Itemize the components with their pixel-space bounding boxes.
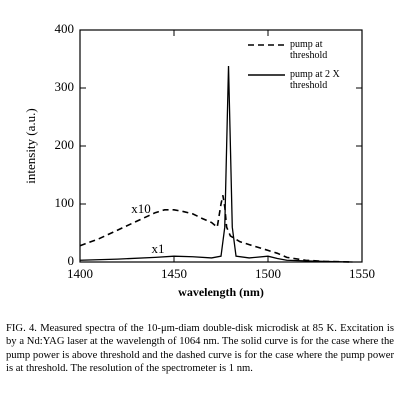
series-line: [79, 195, 353, 263]
y-tick-label: 100: [55, 195, 75, 210]
y-tick-label: 200: [55, 137, 75, 152]
legend-label-box: pump at threshold: [290, 39, 328, 61]
y-tick-label: 400: [55, 21, 75, 36]
x-tick-label: 1500: [255, 266, 281, 281]
x-tick-label: 1400: [67, 266, 93, 281]
x-tick-label: 1550: [349, 266, 375, 281]
y-tick-label: 300: [55, 79, 75, 94]
series-line: [79, 65, 353, 263]
chart: wavelength (nm) intensity (a.u.) 0 100 200…: [23, 21, 375, 299]
annotation: x10: [131, 201, 151, 216]
y-tick-label: 0: [68, 253, 75, 268]
legend-label-box: pump at 2 X threshold: [290, 69, 340, 91]
legend-label: pump at threshold: [290, 39, 328, 61]
annotation: x1: [152, 241, 165, 256]
x-tick-label: 1450: [161, 266, 187, 281]
y-axis-label: intensity (a.u.): [23, 108, 38, 183]
x-axis-label: wavelength (nm): [178, 285, 264, 299]
legend-label: pump at 2 X threshold: [290, 69, 340, 91]
caption: FIG. 4. Measured spectra of the 10-μm-di…: [6, 323, 394, 374]
